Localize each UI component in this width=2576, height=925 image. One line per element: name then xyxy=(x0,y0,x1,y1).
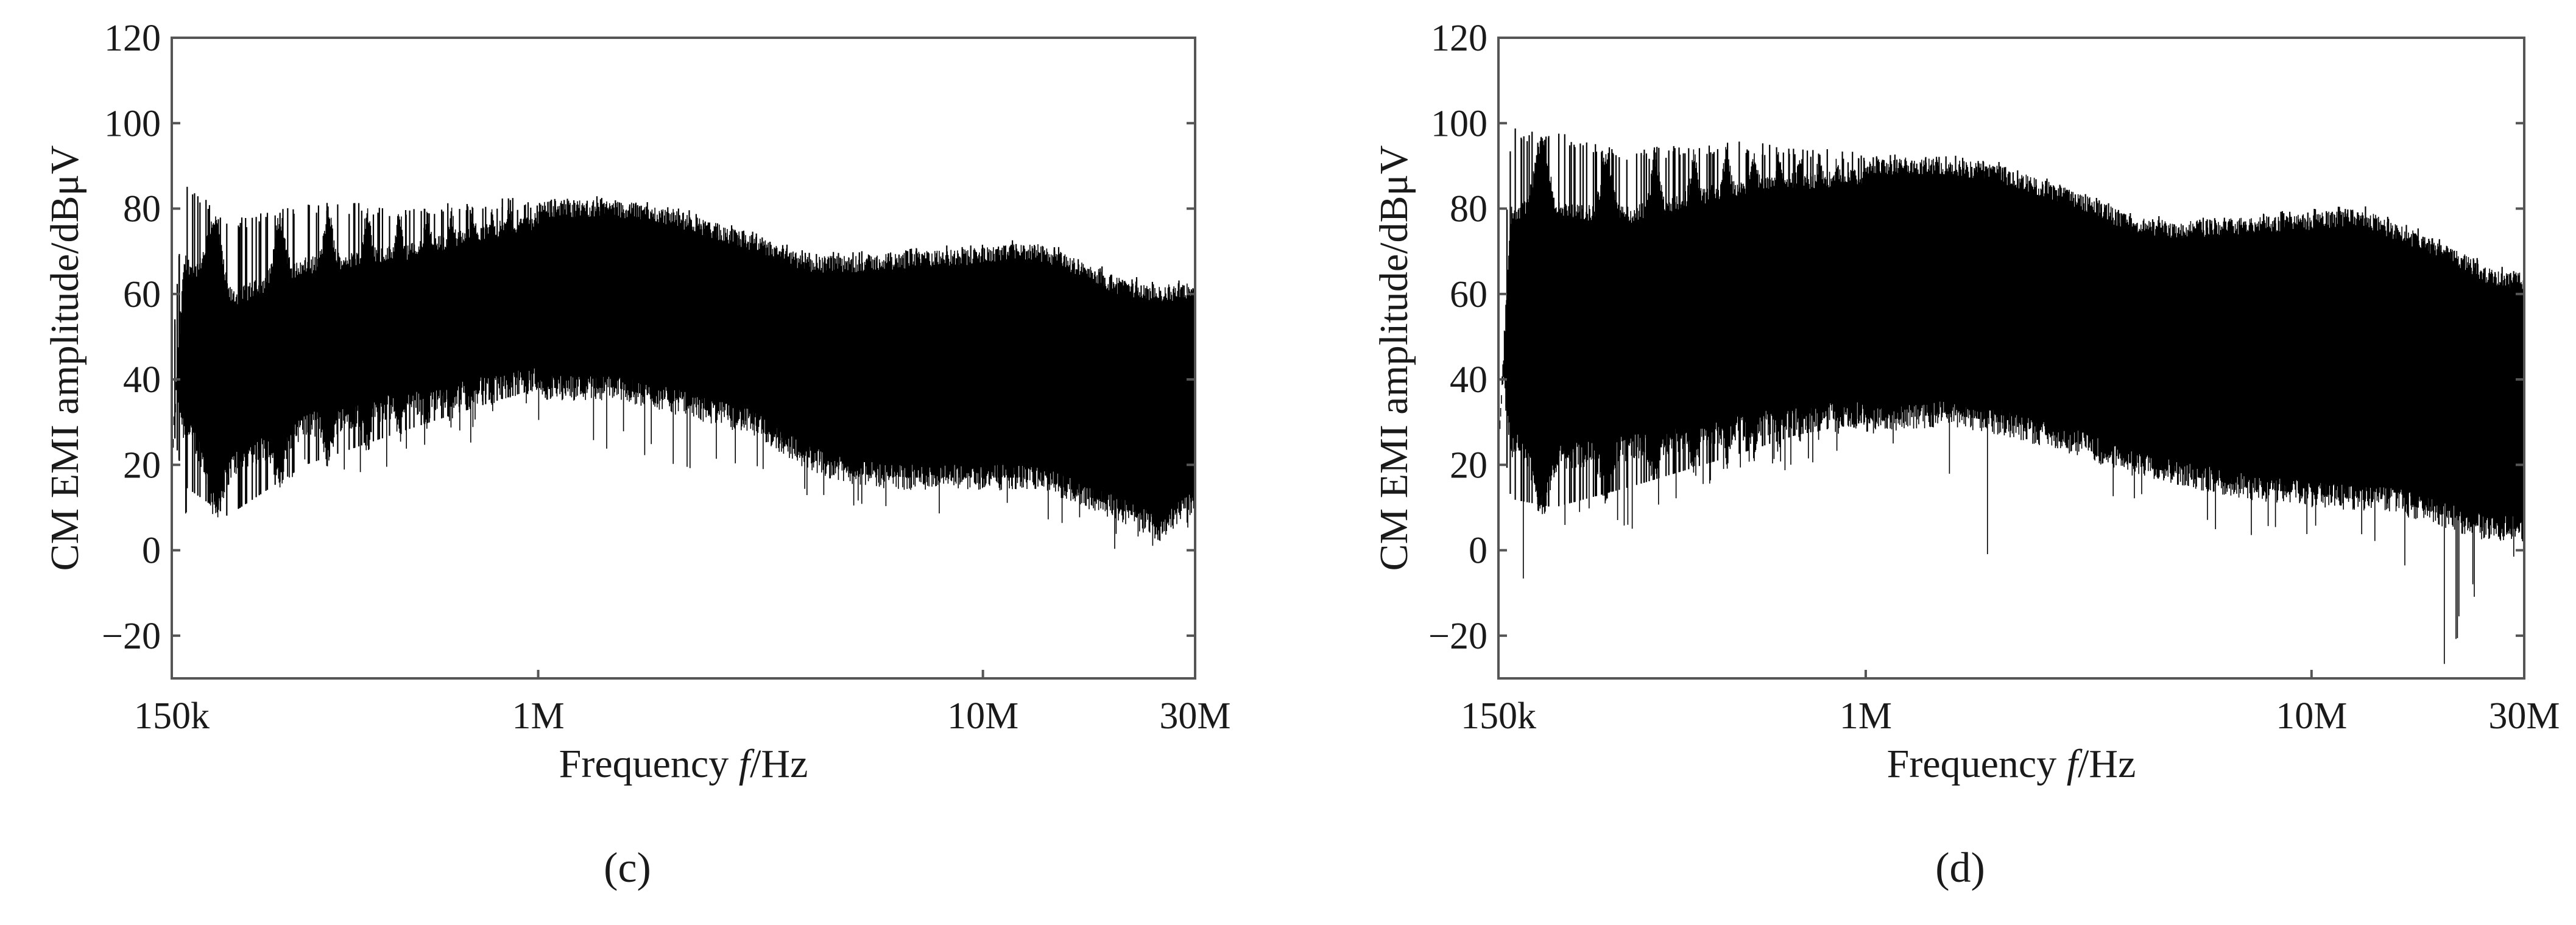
y-tick-label: 100 xyxy=(104,103,161,144)
x-tick-label: 30M xyxy=(1159,695,1230,737)
spectrum-series xyxy=(172,186,1195,549)
x-axis-title: Frequency f/Hz xyxy=(559,742,808,786)
x-tick-label: 150k xyxy=(134,695,210,737)
y-tick-label: 20 xyxy=(1450,445,1487,486)
x-tick-label: 1M xyxy=(512,695,564,737)
chart-panel-d: −20 0 20 40 60 80 100 120 150k 1M 10M 30M Frequency… xyxy=(1372,18,2560,892)
x-tick-label: 30M xyxy=(2488,695,2560,737)
y-tick-label: 0 xyxy=(142,530,161,572)
y-tick-label: 60 xyxy=(1450,274,1487,315)
panel-label: (d) xyxy=(1935,845,1985,892)
spectrum-trace xyxy=(1498,138,2524,664)
y-tick-label: 120 xyxy=(104,18,161,59)
x-axis-title: Frequency f/Hz xyxy=(1887,742,2136,786)
y-tick-label: 40 xyxy=(123,359,161,401)
x-tick-label: 10M xyxy=(2276,695,2347,737)
spectrum-peaks xyxy=(1506,128,2516,529)
y-tick-label: 100 xyxy=(1431,103,1487,144)
chart-panel-c: −20 0 20 40 60 80 100 120 150k 1M 10M 30M Frequency… xyxy=(43,18,1231,892)
y-tick-label: 0 xyxy=(1469,530,1487,572)
plot-area xyxy=(171,37,1196,680)
y-axis-title: CM EMI amplitude/dBμV xyxy=(1372,145,1416,571)
y-tick-label: 20 xyxy=(123,445,161,486)
y-tick-label: 80 xyxy=(1450,189,1487,230)
plot-frame xyxy=(1497,37,2525,680)
x-tick-label: 10M xyxy=(947,695,1018,737)
y-tick-label: 80 xyxy=(123,189,161,230)
y-tick-label: 40 xyxy=(1450,359,1487,401)
y-tick-label: −20 xyxy=(102,616,161,657)
spectrum-peaks xyxy=(174,186,1194,526)
plot-area xyxy=(1497,37,2525,680)
spectrum-trace xyxy=(172,200,1195,549)
axis-ticks: −20 0 20 40 60 80 100 120 150k 1M 10M 30M xyxy=(1428,18,2560,737)
x-tick-label: 1M xyxy=(1840,695,1892,737)
y-tick-label: 60 xyxy=(123,274,161,315)
axis-ticks: −20 0 20 40 60 80 100 120 150k 1M 10M 30M xyxy=(102,18,1231,737)
x-tick-label: 150k xyxy=(1461,695,1536,737)
y-tick-label: 120 xyxy=(1431,18,1487,59)
panel-label: (c) xyxy=(604,845,651,892)
spectrum-series xyxy=(1498,128,2524,664)
y-axis-title: CM EMI amplitude/dBμV xyxy=(43,145,87,571)
plot-frame xyxy=(171,37,1196,680)
y-tick-label: −20 xyxy=(1428,616,1487,657)
